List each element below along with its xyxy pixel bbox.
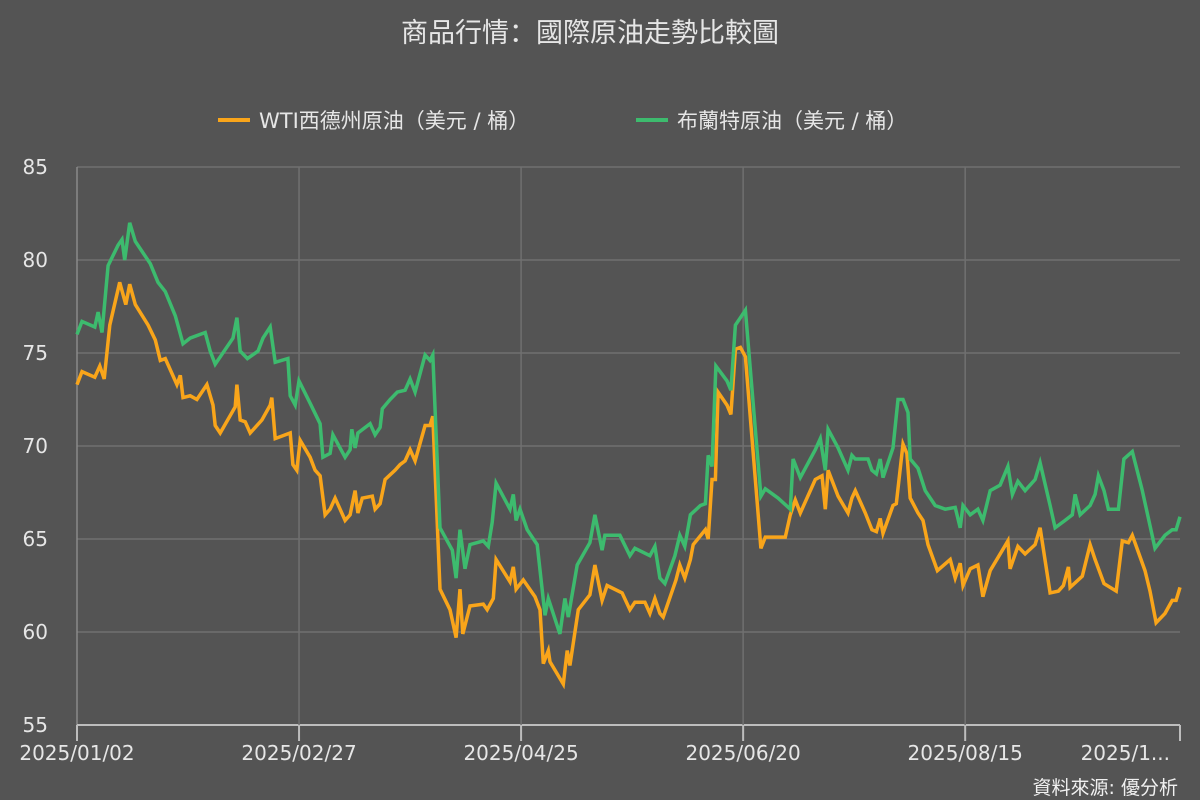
x-tick-label: 2025/01/02 [19, 741, 134, 765]
legend-label-brent: 布蘭特原油（美元 / 桶） [677, 109, 907, 133]
legend-label-wti: WTI西德州原油（美元 / 桶） [259, 109, 529, 133]
x-tick-label: 2025/1... [1081, 741, 1170, 765]
y-tick-label: 75 [23, 341, 48, 365]
source-note: 資料來源: 優分析 [1033, 777, 1178, 799]
x-axis: 2025/01/02 2025/02/27 2025/04/25 2025/06/20… [19, 725, 1181, 765]
y-tick-label: 85 [23, 155, 48, 179]
y-tick-label: 55 [23, 713, 48, 737]
x-tick-label: 2025/02/27 [241, 741, 356, 765]
legend: WTI西德州原油（美元 / 桶） 布蘭特原油（美元 / 桶） [218, 109, 907, 133]
series-wti [75, 281, 1182, 690]
y-tick-label: 80 [23, 248, 48, 272]
y-tick-label: 70 [23, 434, 48, 458]
x-tick-label: 2025/04/25 [463, 741, 578, 765]
series-lines [75, 222, 1182, 690]
brent-line [75, 222, 1182, 635]
y-tick-label: 65 [23, 527, 48, 551]
grid [76, 166, 1180, 726]
legend-item-wti[interactable]: WTI西德州原油（美元 / 桶） [218, 109, 529, 133]
x-tick-label: 2025/06/20 [685, 741, 800, 765]
x-tick-label: 2025/08/15 [908, 741, 1023, 765]
y-axis: 55 60 65 70 75 80 85 [23, 155, 48, 737]
wti-line [75, 281, 1182, 690]
legend-item-brent[interactable]: 布蘭特原油（美元 / 桶） [636, 109, 907, 133]
y-tick-label: 60 [23, 620, 48, 644]
chart-title: 商品行情：國際原油走勢比較圖 [401, 18, 779, 49]
series-brent [75, 222, 1182, 635]
